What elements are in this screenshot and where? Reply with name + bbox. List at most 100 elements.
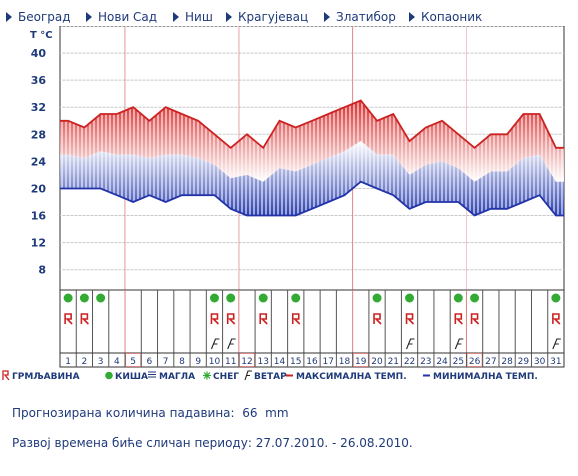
wind-icon <box>244 370 252 381</box>
thunderstorm-icon <box>405 313 415 325</box>
y-tick-label: 24 <box>31 155 47 168</box>
day-label: 26 <box>469 357 481 367</box>
day-label: 15 <box>290 357 301 367</box>
rain-icon <box>63 293 73 303</box>
day-label: 18 <box>339 357 351 367</box>
legend-snow-label: СНЕГ <box>213 372 239 382</box>
day-label: 23 <box>420 357 431 367</box>
day-label: 3 <box>98 357 104 367</box>
y-tick-label: 20 <box>31 182 47 195</box>
day-label: 10 <box>209 357 221 367</box>
day-label: 31 <box>550 357 561 367</box>
thunderstorm-icon <box>226 313 236 325</box>
thunderstorm-glyph <box>64 313 73 325</box>
thunderstorm-glyph <box>226 313 236 325</box>
day-label: 17 <box>323 357 334 367</box>
thunderstorm-icon <box>210 313 220 325</box>
day-label: 25 <box>453 357 464 367</box>
precip-value: 66 <box>242 406 258 420</box>
thunderstorm-icon <box>470 313 480 325</box>
thunderstorm-glyph <box>259 313 268 325</box>
day-label: 2 <box>82 357 88 367</box>
day-label: 8 <box>179 357 185 367</box>
y-axis: T °C 8 12 16 20 24 28 32 36 40 <box>30 30 53 277</box>
day-label: 1 <box>65 357 71 367</box>
wind-glyph <box>454 338 464 350</box>
snow-stroke <box>203 372 211 379</box>
max-temp-line <box>60 99 564 150</box>
thunderstorm-glyph <box>454 313 463 325</box>
day-label: 5 <box>130 357 136 367</box>
thunderstorm-icon <box>291 313 301 325</box>
thunderstorm-glyph <box>470 313 480 325</box>
thunderstorm-icon <box>2 370 10 381</box>
min-temp-line <box>60 180 564 217</box>
legend-min-label: МИНИМАЛНА ТЕМП. <box>433 372 538 382</box>
legend-wind-label: ВЕТАР <box>254 372 287 382</box>
nav-item-zlatibor[interactable]: Златибор <box>324 8 396 26</box>
day-label: 4 <box>114 357 120 367</box>
rain-icon <box>470 293 480 303</box>
y-tick-label: 12 <box>31 237 46 250</box>
day-label: 19 <box>355 357 367 367</box>
rain-icon <box>96 293 106 303</box>
arrow-right-icon <box>86 12 92 22</box>
snow-icon <box>203 371 211 380</box>
rain-icon <box>105 371 113 380</box>
nav-item-nis[interactable]: Ниш <box>173 8 213 26</box>
temperature-bands <box>60 26 564 290</box>
y-tick-label: 28 <box>31 128 46 141</box>
rain-icon <box>79 293 89 303</box>
thunderstorm-icon <box>454 313 463 325</box>
day-label: 16 <box>306 357 318 367</box>
day-label: 20 <box>371 357 383 367</box>
y-tick-label: 36 <box>31 74 47 87</box>
arrow-right-icon <box>226 12 232 22</box>
nav-item-kopaonik[interactable]: Копаоник <box>409 8 482 26</box>
y-tick-label: 16 <box>31 210 47 223</box>
day-label: 28 <box>501 357 513 367</box>
wind-icon <box>406 338 415 350</box>
day-label: 29 <box>518 357 530 367</box>
thunderstorm-icon <box>64 313 73 325</box>
thunderstorm-glyph <box>405 313 415 325</box>
rain-icon <box>453 293 463 303</box>
nav-item-beograd[interactable]: Београд <box>6 8 71 26</box>
thunderstorm-icon <box>80 313 89 325</box>
precip-line: Прогнозирана количина падавина: 66 mm <box>12 404 413 422</box>
arrow-right-icon <box>6 12 12 22</box>
rain-icon <box>372 293 382 303</box>
legend-max-label: МАКСИМАЛНА ТЕМП. <box>296 372 407 382</box>
weather-grid <box>59 289 565 354</box>
rain-icon <box>405 293 415 303</box>
arrow-right-icon <box>324 12 330 22</box>
wind-icon <box>454 338 464 350</box>
nav-item-label: Крагујевац <box>238 10 309 24</box>
nav-item-kragujevac[interactable]: Крагујевац <box>226 8 308 26</box>
day-label: 21 <box>388 357 399 367</box>
day-label: 13 <box>257 357 268 367</box>
rain-icon <box>226 293 236 303</box>
legend-rain-label: КИША <box>115 372 148 382</box>
thunderstorm-icon <box>552 313 561 325</box>
legend-fog-label: МАГЛА <box>159 372 195 382</box>
wind-icon <box>210 338 220 350</box>
legend: ГРМЉАВИНА КИША МАГЛА СНЕГ ВЕТАР МАКСИМАЛНА ТЕ… <box>2 370 538 382</box>
nav-item-novi-sad[interactable]: Нови Сад <box>86 8 157 26</box>
thunderstorm-glyph <box>552 313 561 325</box>
period-label: Развој времена биће сличан периоду: <box>12 436 252 450</box>
day-label-row <box>59 352 565 368</box>
thunderstorm-icon <box>259 313 268 325</box>
wind-glyph <box>227 338 236 350</box>
thunderstorm-glyph <box>373 313 382 325</box>
thunderstorm-glyph <box>291 313 301 325</box>
arrow-right-icon <box>409 12 415 22</box>
rain-icon <box>291 293 301 303</box>
wind-icon <box>552 338 561 350</box>
rain-icon <box>209 293 219 303</box>
rain-icon <box>258 293 268 303</box>
nav-item-label: Београд <box>18 10 71 24</box>
y-tick-label: 40 <box>31 47 47 60</box>
day-label: 24 <box>436 357 448 367</box>
